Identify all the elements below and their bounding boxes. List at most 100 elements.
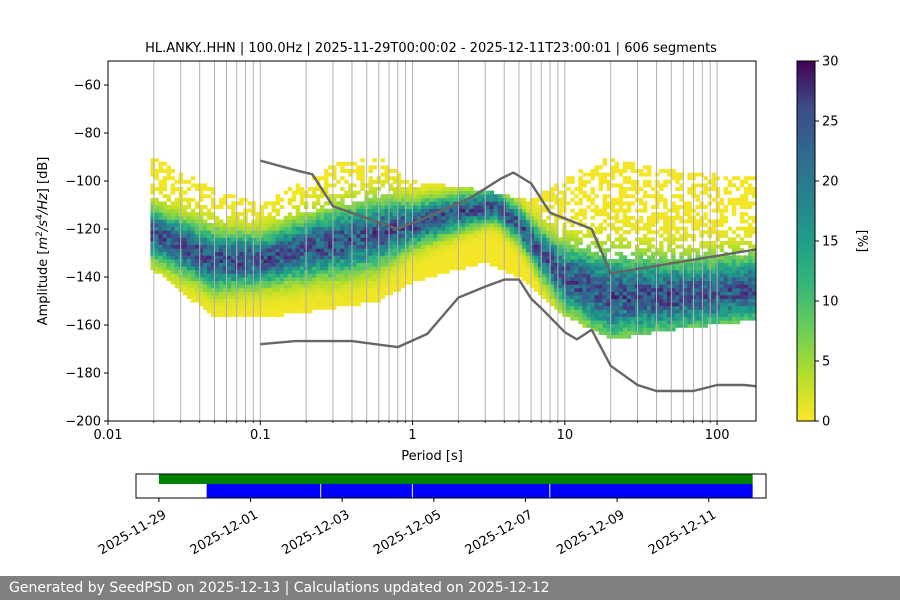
psd-density-cell bbox=[416, 259, 422, 263]
psd-density-cell bbox=[751, 302, 756, 307]
psd-density-cell bbox=[610, 205, 616, 209]
psd-density-cell bbox=[513, 233, 519, 238]
psd-density-cell bbox=[638, 273, 644, 278]
psd-density-cell bbox=[618, 251, 624, 256]
psd-density-cell bbox=[190, 244, 196, 249]
timeline-frame bbox=[135, 473, 767, 499]
psd-density-cell bbox=[348, 284, 353, 289]
psd-density-cell bbox=[328, 295, 333, 299]
psd-density-cell bbox=[162, 194, 167, 199]
psd-density-cell bbox=[751, 305, 756, 310]
psd-density-cell bbox=[158, 259, 163, 263]
psd-density-cell bbox=[449, 237, 454, 242]
psd-density-cell bbox=[473, 197, 478, 202]
psd-density-cell bbox=[328, 248, 333, 253]
psd-density-cell bbox=[299, 287, 305, 292]
psd-density-cell bbox=[667, 179, 672, 184]
psd-density-cell bbox=[521, 201, 527, 206]
psd-density-cell bbox=[622, 291, 628, 296]
psd-density-cell bbox=[566, 230, 571, 235]
psd-density-cell bbox=[602, 295, 608, 299]
psd-density-cell bbox=[404, 215, 410, 220]
psd-density-cell bbox=[166, 230, 172, 235]
psd-density-cell bbox=[469, 230, 474, 235]
psd-density-cell bbox=[328, 197, 333, 202]
psd-density-cell bbox=[332, 172, 337, 177]
psd-density-cell bbox=[194, 291, 200, 296]
psd-density-cell bbox=[554, 219, 559, 224]
psd-density-cell bbox=[320, 215, 325, 220]
psd-density-cell bbox=[493, 230, 499, 235]
timeline-psd-bar bbox=[550, 484, 753, 498]
psd-density-cell bbox=[202, 302, 208, 307]
psd-density-cell bbox=[340, 226, 345, 231]
psd-density-cell bbox=[154, 197, 159, 202]
psd-density-cell bbox=[340, 244, 345, 249]
psd-density-cell bbox=[638, 323, 644, 328]
psd-density-cell bbox=[380, 284, 385, 289]
psd-density-cell bbox=[626, 244, 632, 249]
psd-density-cell bbox=[396, 230, 402, 235]
psd-density-cell bbox=[372, 269, 377, 274]
psd-density-cell bbox=[618, 291, 624, 296]
psd-density-cell bbox=[186, 266, 192, 271]
psd-density-cell bbox=[517, 223, 523, 227]
psd-density-cell bbox=[235, 212, 240, 217]
psd-density-cell bbox=[461, 230, 466, 235]
psd-density-cell bbox=[259, 251, 264, 256]
psd-density-cell bbox=[279, 197, 285, 202]
psd-density-cell bbox=[227, 251, 232, 256]
psd-density-cell bbox=[202, 241, 208, 245]
psd-density-cell bbox=[497, 212, 503, 217]
psd-density-cell bbox=[348, 230, 353, 235]
psd-density-cell bbox=[574, 273, 579, 278]
psd-density-cell bbox=[344, 215, 349, 220]
psd-density-cell bbox=[223, 313, 228, 317]
psd-density-cell bbox=[275, 201, 281, 206]
psd-density-cell bbox=[400, 259, 406, 263]
psd-density-cell bbox=[186, 269, 192, 274]
psd-density-cell bbox=[542, 194, 547, 199]
psd-density-cell bbox=[336, 230, 341, 235]
psd-density-cell bbox=[735, 309, 741, 314]
psd-density-cell bbox=[590, 169, 595, 173]
psd-density-cell bbox=[481, 226, 486, 231]
psd-density-cell bbox=[259, 241, 264, 245]
psd-density-cell bbox=[263, 241, 268, 245]
psd-density-cell bbox=[671, 269, 676, 274]
psd-density-cell bbox=[638, 201, 644, 206]
psd-density-cell bbox=[723, 277, 729, 281]
psd-density-cell bbox=[424, 233, 430, 238]
psd-density-cell bbox=[715, 201, 721, 206]
timeline-tick-label: 2025-12-05 bbox=[371, 507, 444, 558]
psd-density-cell bbox=[336, 161, 341, 166]
psd-density-cell bbox=[223, 223, 228, 227]
psd-density-cell bbox=[667, 237, 672, 242]
psd-density-cell bbox=[158, 187, 163, 191]
psd-density-cell bbox=[602, 320, 608, 325]
psd-density-cell bbox=[311, 219, 317, 224]
psd-density-cell bbox=[360, 208, 365, 213]
y-label-part: 4 bbox=[35, 214, 45, 220]
psd-density-cell bbox=[445, 190, 450, 195]
psd-density-cell bbox=[170, 259, 176, 263]
psd-density-cell bbox=[198, 223, 204, 227]
psd-density-cell bbox=[687, 280, 692, 285]
psd-density-cell bbox=[489, 190, 494, 195]
psd-density-cell bbox=[598, 277, 603, 281]
psd-density-cell bbox=[219, 205, 224, 209]
psd-density-cell bbox=[400, 262, 406, 267]
psd-density-cell bbox=[420, 219, 426, 224]
psd-density-cell bbox=[739, 183, 745, 188]
psd-density-cell bbox=[570, 233, 575, 238]
psd-density-cell bbox=[610, 259, 616, 263]
psd-density-cell bbox=[219, 273, 224, 278]
psd-density-cell bbox=[344, 255, 349, 260]
psd-density-cell bbox=[602, 251, 608, 256]
psd-density-cell bbox=[320, 273, 325, 278]
psd-density-cell bbox=[622, 313, 628, 317]
psd-density-cell bbox=[368, 287, 373, 292]
psd-density-cell bbox=[235, 284, 240, 289]
psd-density-cell bbox=[360, 266, 365, 271]
psd-density-cell bbox=[651, 313, 656, 317]
